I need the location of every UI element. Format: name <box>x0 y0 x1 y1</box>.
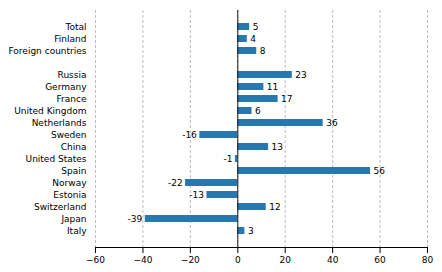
svg-text:United Kingdom: United Kingdom <box>14 106 86 116</box>
svg-text:4: 4 <box>250 34 256 44</box>
svg-text:Sweden: Sweden <box>51 130 87 140</box>
svg-text:Norway: Norway <box>52 178 87 188</box>
svg-text:6: 6 <box>255 106 261 116</box>
svg-text:40: 40 <box>327 255 339 265</box>
svg-text:France: France <box>57 94 87 104</box>
svg-text:3: 3 <box>248 226 254 236</box>
svg-text:80: 80 <box>422 255 434 265</box>
svg-text:60: 60 <box>374 255 386 265</box>
svg-text:-39: -39 <box>128 214 143 224</box>
svg-text:0: 0 <box>235 255 241 265</box>
svg-text:Finland: Finland <box>54 34 86 44</box>
svg-text:-16: -16 <box>182 130 197 140</box>
svg-text:17: 17 <box>281 94 292 104</box>
svg-text:23: 23 <box>295 70 306 80</box>
svg-text:-1: -1 <box>223 154 232 164</box>
svg-text:36: 36 <box>326 118 338 128</box>
svg-text:−20: −20 <box>181 255 200 265</box>
svg-text:Japan: Japan <box>60 214 86 224</box>
svg-text:-22: -22 <box>168 178 183 188</box>
svg-text:Italy: Italy <box>67 226 87 236</box>
svg-text:11: 11 <box>267 82 278 92</box>
svg-text:Foreign countries: Foreign countries <box>9 46 87 56</box>
svg-text:−60: −60 <box>86 255 105 265</box>
svg-text:12: 12 <box>269 202 280 212</box>
svg-text:Estonia: Estonia <box>53 190 86 200</box>
svg-text:Switzerland: Switzerland <box>34 202 87 212</box>
svg-text:Russia: Russia <box>58 70 87 80</box>
svg-text:13: 13 <box>272 142 283 152</box>
svg-text:-13: -13 <box>189 190 204 200</box>
svg-text:−40: −40 <box>133 255 152 265</box>
svg-text:5: 5 <box>253 22 259 32</box>
svg-text:8: 8 <box>260 46 266 56</box>
svg-text:20: 20 <box>279 255 291 265</box>
svg-text:Total: Total <box>64 22 86 32</box>
svg-text:United States: United States <box>26 154 87 164</box>
svg-text:Spain: Spain <box>61 166 86 176</box>
svg-text:56: 56 <box>374 166 386 176</box>
svg-text:China: China <box>61 142 87 152</box>
svg-text:Germany: Germany <box>45 82 87 92</box>
svg-text:Netherlands: Netherlands <box>32 118 87 128</box>
